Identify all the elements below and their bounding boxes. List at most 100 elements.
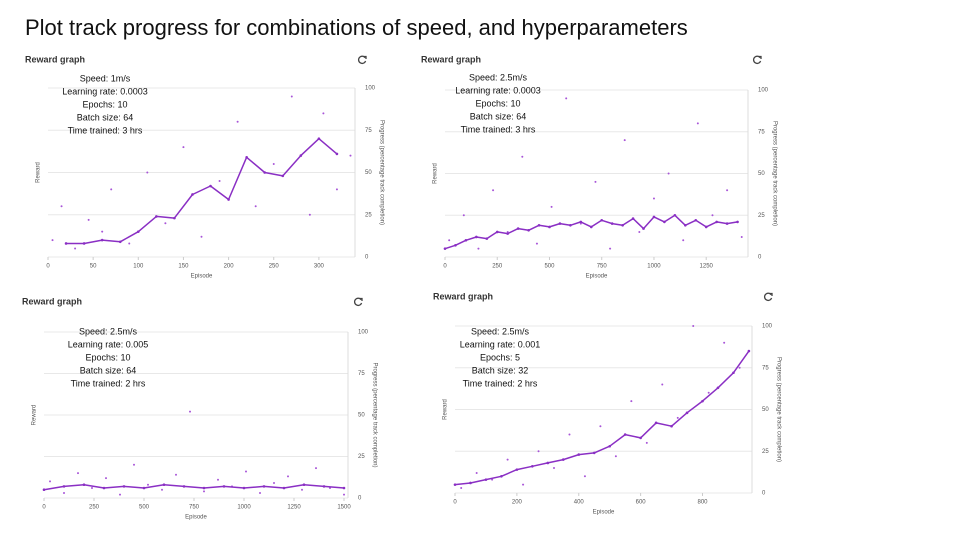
progress-point bbox=[136, 230, 140, 233]
progress-point bbox=[282, 486, 286, 490]
progress-point bbox=[537, 223, 541, 227]
refresh-arc bbox=[357, 55, 367, 65]
x-axis-label: Episode bbox=[185, 515, 207, 521]
refresh-icon[interactable] bbox=[752, 55, 762, 65]
progress-point bbox=[302, 483, 306, 487]
x-tick-label: 750 bbox=[189, 505, 200, 511]
refresh-icon[interactable] bbox=[353, 297, 363, 307]
reward-point bbox=[308, 213, 311, 216]
refresh-arrow bbox=[363, 55, 367, 59]
progress-point bbox=[202, 486, 206, 490]
progress-point bbox=[623, 433, 627, 436]
progress-point bbox=[335, 152, 339, 156]
x-tick-label: 1250 bbox=[700, 264, 714, 270]
reward-point bbox=[175, 473, 177, 476]
info-line: Batch size: 32 bbox=[472, 365, 529, 375]
y2-axis-label: Progress (percentage track completion) bbox=[771, 121, 777, 226]
reward-point bbox=[217, 478, 219, 481]
progress-point bbox=[600, 218, 604, 222]
reward-point bbox=[290, 95, 293, 98]
progress-point bbox=[621, 223, 624, 227]
x-axis-label: Episode bbox=[191, 274, 213, 280]
progress-point bbox=[222, 485, 226, 488]
reward-point bbox=[133, 463, 135, 466]
info-line: Learning rate: 0.005 bbox=[68, 339, 149, 349]
progress-point bbox=[500, 475, 503, 478]
progress-point bbox=[182, 485, 186, 488]
info-line: Learning rate: 0.0003 bbox=[62, 86, 148, 96]
progress-point bbox=[610, 222, 614, 225]
y2-tick-label: 50 bbox=[762, 407, 769, 413]
reward-point bbox=[460, 486, 463, 489]
reward-point bbox=[676, 416, 679, 419]
progress-point bbox=[579, 220, 583, 224]
y2-tick-label: 0 bbox=[758, 255, 762, 261]
progress-point bbox=[464, 239, 468, 242]
x-tick-label: 750 bbox=[597, 264, 608, 270]
progress-point bbox=[242, 486, 246, 490]
refresh-arrow bbox=[758, 55, 762, 59]
progress-point bbox=[631, 217, 635, 220]
progress-point bbox=[694, 218, 698, 222]
reward-point bbox=[273, 482, 275, 485]
progress-point bbox=[173, 216, 176, 220]
reward-point bbox=[652, 197, 655, 200]
x-tick-label: 250 bbox=[89, 505, 100, 511]
reward-point bbox=[475, 471, 478, 474]
reward-point bbox=[60, 205, 63, 208]
progress-point bbox=[577, 453, 581, 456]
reward-point bbox=[583, 475, 586, 478]
progress-point bbox=[100, 238, 104, 242]
progress-point bbox=[736, 220, 739, 224]
reward-point bbox=[91, 487, 93, 490]
reward-point bbox=[119, 493, 121, 496]
reward-point bbox=[349, 154, 352, 157]
progress-point bbox=[454, 244, 457, 247]
progress-point bbox=[732, 371, 735, 375]
y2-tick-label: 100 bbox=[758, 88, 769, 94]
x-tick-label: 0 bbox=[46, 264, 50, 270]
refresh-icon[interactable] bbox=[763, 292, 773, 302]
x-tick-label: 500 bbox=[139, 505, 150, 511]
progress-point bbox=[663, 220, 666, 224]
x-tick-label: 800 bbox=[697, 500, 708, 506]
reward-point bbox=[74, 247, 77, 250]
info-line: Epochs: 5 bbox=[480, 352, 520, 362]
y2-tick-label: 50 bbox=[758, 171, 765, 177]
reward-point bbox=[236, 120, 239, 123]
x-tick-label: 1000 bbox=[647, 264, 661, 270]
progress-point bbox=[122, 485, 126, 488]
reward-point bbox=[110, 188, 113, 191]
progress-point bbox=[531, 464, 534, 468]
progress-point bbox=[317, 137, 321, 140]
reward-point bbox=[550, 205, 553, 208]
progress-point bbox=[589, 225, 593, 229]
x-tick-label: 1250 bbox=[287, 505, 301, 511]
progress-point bbox=[558, 222, 562, 225]
reward-point bbox=[661, 383, 664, 386]
x-tick-label: 150 bbox=[178, 264, 189, 270]
reward-point bbox=[200, 235, 203, 238]
y2-tick-label: 100 bbox=[365, 86, 376, 92]
progress-point bbox=[484, 478, 488, 481]
reward-point bbox=[565, 97, 568, 100]
y2-tick-label: 25 bbox=[358, 454, 365, 460]
progress-point bbox=[747, 349, 751, 353]
reward-point bbox=[614, 455, 617, 458]
reward-point bbox=[245, 470, 247, 473]
refresh-icon[interactable] bbox=[357, 55, 367, 65]
reward-point bbox=[696, 122, 699, 125]
reward-point bbox=[147, 483, 149, 486]
x-tick-label: 250 bbox=[269, 264, 280, 270]
progress-point bbox=[506, 232, 509, 235]
progress-point bbox=[64, 242, 68, 245]
refresh-arc bbox=[763, 292, 773, 302]
x-tick-label: 200 bbox=[512, 500, 523, 506]
reward-point bbox=[623, 139, 626, 142]
progress-point bbox=[443, 247, 447, 250]
progress-point bbox=[608, 444, 611, 448]
progress-point bbox=[155, 215, 158, 218]
x-tick-label: 100 bbox=[133, 264, 144, 270]
reward-point bbox=[63, 492, 65, 495]
